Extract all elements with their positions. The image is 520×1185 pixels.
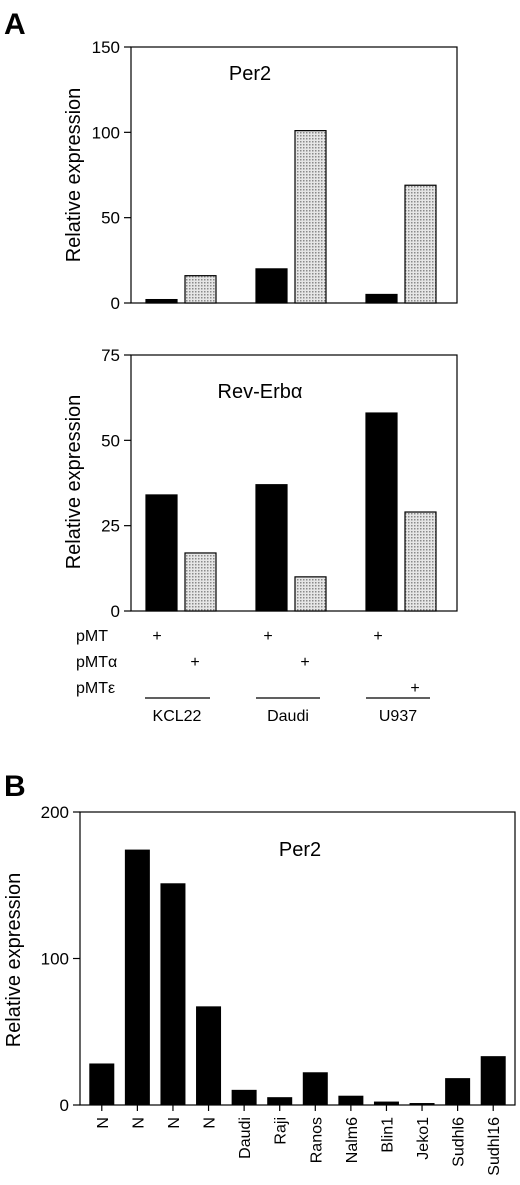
- bar: [160, 883, 186, 1106]
- x-tick-label: Nalm6: [344, 1117, 361, 1163]
- x-tick-label: Blin1: [379, 1117, 396, 1153]
- legend-mark: +: [410, 680, 419, 697]
- bar: [338, 1095, 364, 1106]
- y-tick-label: 50: [101, 431, 120, 450]
- bar-pmt-variant: [404, 511, 437, 612]
- bar: [231, 1089, 257, 1106]
- chart-a-per2: Per2 Relative expression 0 50 100 150: [63, 38, 458, 313]
- bar: [196, 1006, 222, 1106]
- y-axis-label: Relative expression: [3, 873, 25, 1048]
- y-tick-label: 100: [41, 950, 69, 969]
- chart-b-per2: Per2 Relative expression 0 100 200 N N N N Daud…: [3, 803, 516, 1176]
- legend-row-label: pMT: [76, 628, 108, 645]
- bar-pmt: [145, 494, 178, 612]
- x-tick-label: N: [95, 1117, 112, 1129]
- bar: [373, 1101, 399, 1106]
- y-axis-label: Relative expression: [63, 395, 85, 570]
- bar-pmt: [365, 412, 398, 612]
- y-tick-label: 100: [92, 123, 120, 142]
- bar: [267, 1097, 293, 1106]
- plot-frame: [130, 354, 458, 612]
- panel-label-b: B: [4, 770, 26, 803]
- bar-pmt-variant: [184, 552, 217, 612]
- group-label: KCL22: [153, 708, 202, 725]
- bar: [409, 1103, 435, 1106]
- bar-pmt-variant: [294, 576, 327, 612]
- bar-pmt-variant: [294, 130, 327, 304]
- y-tick-label: 200: [41, 803, 69, 822]
- bar-pmt: [255, 268, 288, 304]
- chart-title: Per2: [229, 63, 271, 85]
- x-tick-label: N: [166, 1117, 183, 1129]
- plasmid-legend: pMT pMTα pMTε + + + + + + KCL22 Daudi U9…: [76, 628, 430, 725]
- plot-frame: [130, 46, 458, 304]
- legend-mark: +: [263, 628, 272, 645]
- x-tick-label: Ranos: [308, 1117, 325, 1163]
- bar: [480, 1056, 506, 1106]
- chart-title: Rev-Erbα: [218, 381, 303, 403]
- x-tick-label: Daudi: [237, 1117, 254, 1159]
- x-tick-label: Sudhl6: [451, 1117, 468, 1167]
- legend-mark: +: [190, 654, 199, 671]
- x-tick-label: N: [202, 1117, 219, 1129]
- y-tick-label: 50: [101, 209, 120, 228]
- bar: [302, 1072, 328, 1106]
- y-tick-label: 25: [101, 517, 120, 536]
- bar-pmt: [255, 484, 288, 612]
- y-tick-label: 0: [111, 602, 120, 621]
- x-tick-label: N: [130, 1117, 147, 1129]
- group-label: U937: [379, 708, 417, 725]
- x-tick-label: Sudhl16: [486, 1117, 503, 1176]
- legend-mark: +: [152, 628, 161, 645]
- y-tick-label: 0: [111, 294, 120, 313]
- y-axis-label: Relative expression: [63, 88, 85, 263]
- x-tick-label: Raji: [273, 1117, 290, 1145]
- legend-row-label: pMTα: [76, 654, 117, 671]
- bar-pmt-variant: [184, 275, 217, 304]
- chart-title: Per2: [279, 839, 321, 861]
- panel-label-a: A: [4, 8, 26, 41]
- x-tick-label: Jeko1: [415, 1117, 432, 1160]
- bar: [124, 849, 150, 1106]
- y-tick-label: 75: [101, 346, 120, 365]
- bar: [445, 1078, 471, 1106]
- y-tick-label: 150: [92, 38, 120, 57]
- group-label: Daudi: [267, 708, 309, 725]
- legend-mark: +: [300, 654, 309, 671]
- bar-pmt: [365, 293, 398, 304]
- bar: [89, 1063, 115, 1106]
- legend-row-label: pMTε: [76, 680, 115, 697]
- bar-pmt-variant: [404, 184, 437, 304]
- bar-pmt: [145, 298, 178, 304]
- legend-mark: +: [373, 628, 382, 645]
- y-tick-label: 0: [60, 1096, 69, 1115]
- chart-a-reverb: Rev-Erbα Relative expression 0 25 50 75: [63, 346, 458, 621]
